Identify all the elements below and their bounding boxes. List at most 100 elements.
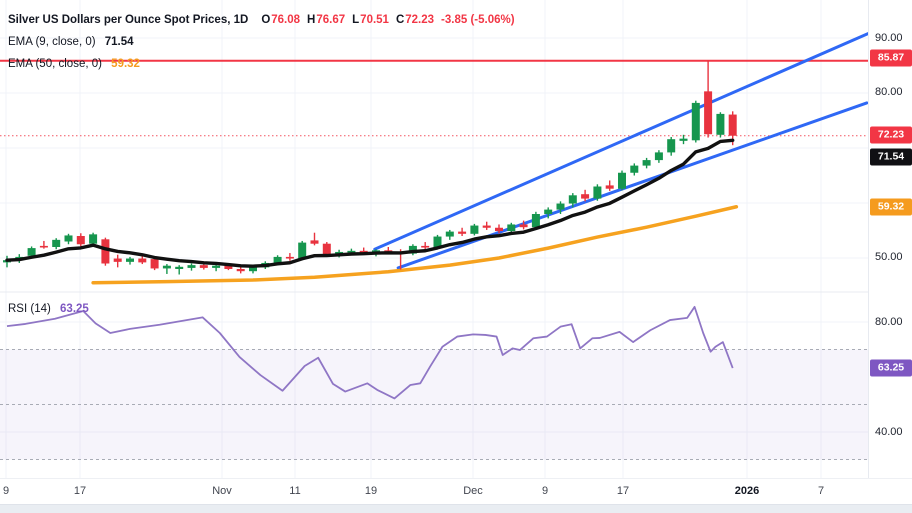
rsi-legend-row[interactable]: RSI (14) 63.25 bbox=[8, 298, 89, 320]
candle-body bbox=[470, 225, 479, 234]
candle-body bbox=[113, 258, 122, 262]
candle-body bbox=[310, 240, 319, 244]
time-axis-label: 17 bbox=[616, 485, 630, 497]
rsi-value: 63.25 bbox=[60, 303, 89, 315]
time-axis-label: Nov bbox=[212, 485, 232, 497]
price-axis-label: 40.00 bbox=[875, 426, 903, 438]
price-badge: 63.25 bbox=[870, 359, 912, 377]
candle-body bbox=[728, 114, 737, 136]
candle-body bbox=[175, 266, 184, 269]
candle-body bbox=[64, 235, 73, 242]
candle-body bbox=[630, 165, 639, 173]
ohlc-value: 76.67 bbox=[316, 14, 346, 26]
candle-body bbox=[482, 225, 491, 228]
change-value: -3.85 (-5.06%) bbox=[441, 14, 515, 26]
candle-body bbox=[199, 265, 208, 268]
candle-body bbox=[507, 224, 516, 232]
time-axis-label: 9 bbox=[2, 485, 10, 497]
time-axis-label: 19 bbox=[364, 485, 378, 497]
candle-body bbox=[605, 185, 614, 189]
candle-body bbox=[212, 265, 221, 268]
candle-body bbox=[704, 91, 713, 135]
candle-body bbox=[593, 186, 602, 199]
candle-body bbox=[519, 224, 528, 228]
time-axis[interactable]: 9 17 Nov 11 19 Dec 9 17 2026 7 bbox=[0, 478, 912, 505]
time-axis-label: Dec bbox=[463, 485, 483, 497]
candle-body bbox=[347, 250, 356, 253]
ema50-legend-row[interactable]: EMA (50, close, 0) 59.32 bbox=[8, 53, 515, 75]
ema50-line[interactable] bbox=[91, 204, 739, 285]
candle-body bbox=[544, 209, 553, 214]
ema50-label[interactable]: EMA (50, close, 0) bbox=[8, 58, 102, 70]
bottom-strip bbox=[0, 504, 912, 513]
candle-body bbox=[618, 172, 626, 189]
ema9-legend-row[interactable]: EMA (9, close, 0) 71.54 bbox=[8, 31, 515, 53]
candle-body bbox=[126, 258, 134, 262]
channel-upper-trendline[interactable] bbox=[373, 32, 870, 251]
candle-body bbox=[322, 243, 331, 255]
candle-body bbox=[408, 245, 417, 254]
ohlc-value: 76.08 bbox=[271, 14, 301, 26]
price-axis-label: 80.00 bbox=[875, 86, 903, 98]
candle-body bbox=[531, 214, 540, 228]
candle-body bbox=[568, 195, 577, 204]
ohlc-key: H bbox=[307, 14, 316, 26]
price-badge: 85.87 bbox=[870, 49, 912, 67]
candle-body bbox=[52, 239, 61, 247]
ohlc-key: C bbox=[395, 14, 405, 26]
legend-main: Silver US Dollars per Ounce Spot Prices,… bbox=[8, 9, 515, 75]
symbol-legend-row[interactable]: Silver US Dollars per Ounce Spot Prices,… bbox=[8, 9, 515, 31]
candle-body bbox=[421, 245, 430, 248]
candle-body bbox=[359, 250, 368, 253]
ohlc-value: 72.23 bbox=[405, 14, 435, 26]
candle-body bbox=[162, 265, 171, 269]
channel-lower-trendline[interactable] bbox=[396, 101, 869, 270]
ohlc-value: 70.51 bbox=[360, 14, 389, 26]
price-axis-label: 90.00 bbox=[875, 32, 903, 44]
ema9-label[interactable]: EMA (9, close, 0) bbox=[8, 36, 96, 48]
candle-body bbox=[236, 269, 245, 272]
candle-body bbox=[89, 234, 98, 244]
candle-body bbox=[667, 139, 676, 153]
time-axis-label: 17 bbox=[73, 485, 87, 497]
candle-body bbox=[679, 138, 688, 141]
price-axis[interactable]: 90.00 80.00 50.00 80.00 40.00 85.87 72.23 71.54… bbox=[868, 0, 912, 478]
candle-body bbox=[433, 236, 442, 248]
candle-body bbox=[298, 242, 307, 259]
time-axis-label: 2026 bbox=[734, 485, 760, 497]
candle-body bbox=[691, 102, 700, 141]
time-axis-label: 7 bbox=[817, 485, 825, 497]
price-badge: 59.32 bbox=[870, 198, 912, 216]
rsi-label[interactable]: RSI (14) bbox=[8, 303, 51, 315]
ema9-line[interactable] bbox=[5, 138, 735, 268]
candle-body bbox=[654, 152, 663, 161]
candle-body bbox=[224, 265, 233, 269]
candle-body bbox=[187, 265, 196, 268]
ohlc-key: O bbox=[261, 14, 271, 26]
candle-body bbox=[556, 203, 565, 210]
candle-body bbox=[27, 248, 36, 256]
ohlc-values: O76.08 H76.67 L70.51 C72.23 bbox=[254, 14, 434, 26]
ema9-value: 71.54 bbox=[104, 36, 134, 48]
candle-body bbox=[76, 236, 85, 245]
ema50-value: 59.32 bbox=[111, 58, 140, 70]
candle-body bbox=[445, 231, 454, 237]
time-axis-label: 11 bbox=[289, 485, 301, 497]
price-badge: 71.54 bbox=[870, 148, 912, 166]
price-axis-label: 50.00 bbox=[875, 251, 903, 263]
candle-body bbox=[249, 267, 257, 272]
symbol-title[interactable]: Silver US Dollars per Ounce Spot Prices,… bbox=[8, 14, 249, 26]
rsi-line[interactable] bbox=[6, 305, 734, 400]
candle-body bbox=[273, 256, 282, 263]
candle-body bbox=[458, 231, 467, 234]
candle-body bbox=[495, 227, 503, 232]
candle-body bbox=[642, 160, 651, 166]
time-axis-label: 9 bbox=[541, 485, 549, 497]
candle-body bbox=[581, 194, 590, 199]
candle-body bbox=[138, 258, 147, 263]
candle-body bbox=[716, 113, 725, 135]
candle-body bbox=[101, 239, 110, 264]
candle-body bbox=[285, 256, 294, 259]
